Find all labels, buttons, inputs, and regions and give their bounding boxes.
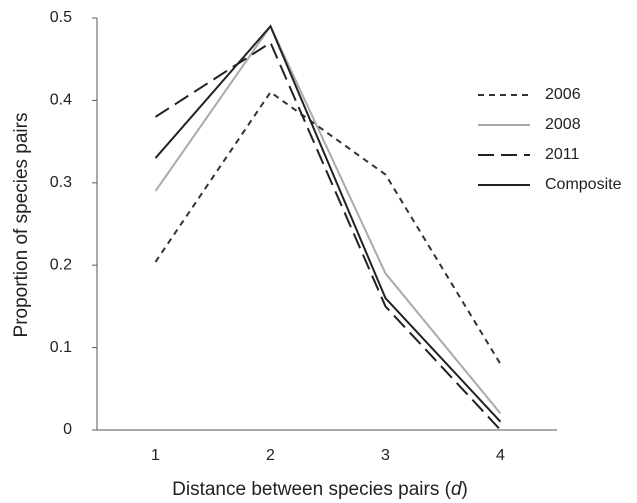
series-line <box>154 41 502 431</box>
x-label-italic: d <box>451 479 463 500</box>
series-line <box>154 24 502 415</box>
y-axis-label: Proportion of species pairs <box>11 113 32 338</box>
legend-label: Composite <box>545 176 622 193</box>
y-tick-label: 0.4 <box>50 92 72 109</box>
x-tick-label: 4 <box>496 447 505 464</box>
x-axis-label: Distance between species pairs (d) <box>172 479 468 500</box>
y-tick-label: 0.5 <box>50 9 72 26</box>
x-tick-label: 3 <box>381 447 390 464</box>
y-tick-label: 0.2 <box>50 256 72 273</box>
x-label-text: ) <box>462 479 468 500</box>
series-line <box>154 90 502 365</box>
y-tick-label: 0 <box>63 421 72 438</box>
y-tick-label: 0.1 <box>50 339 72 356</box>
legend-label: 2011 <box>545 146 580 163</box>
legend-label: 2006 <box>545 86 581 103</box>
x-label-text: Distance between species pairs ( <box>172 479 451 500</box>
y-tick-label: 0.3 <box>50 174 72 191</box>
series-line <box>154 24 502 423</box>
x-tick-label: 1 <box>151 447 160 464</box>
x-tick-label: 2 <box>266 447 275 464</box>
legend-label: 2008 <box>545 116 581 133</box>
